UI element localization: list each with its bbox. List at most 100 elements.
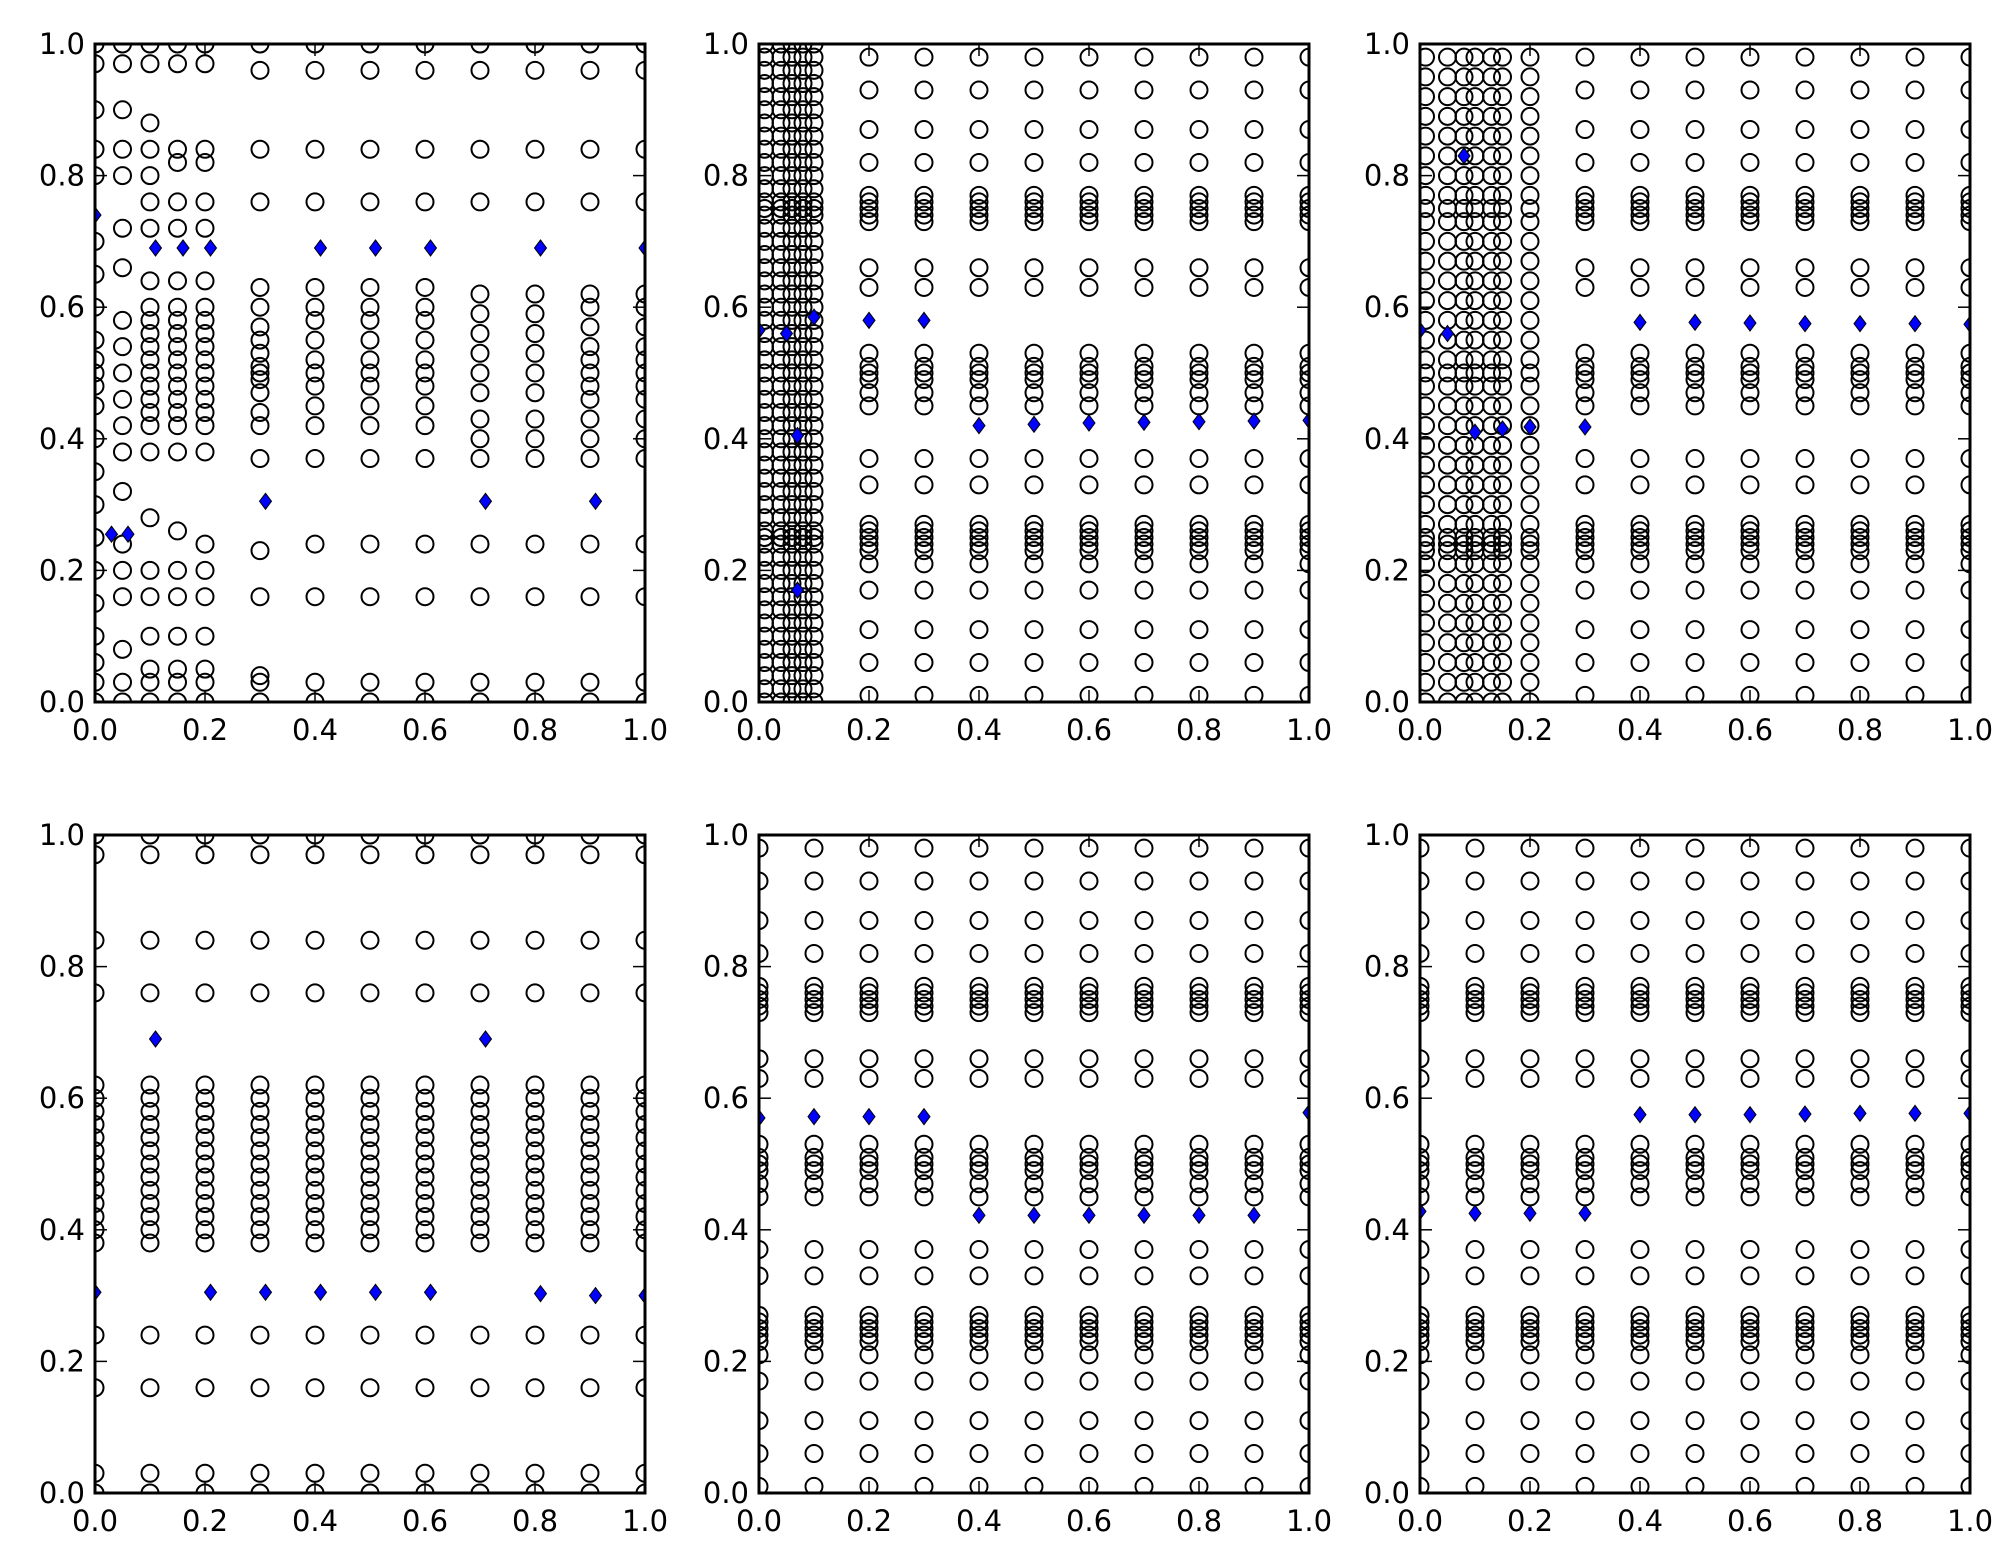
data-point	[859, 943, 879, 963]
data-point	[1189, 528, 1209, 547]
data-point	[782, 389, 802, 409]
y-tick-label: 0.8	[703, 159, 749, 193]
data-point	[1575, 80, 1595, 100]
data-point	[771, 442, 791, 462]
data-point	[95, 54, 105, 74]
data-point	[250, 1378, 270, 1398]
data-point	[140, 1180, 160, 1200]
data-point	[1905, 258, 1925, 278]
data-point	[1482, 330, 1501, 350]
highlight-point	[203, 1283, 218, 1302]
data-point	[1024, 990, 1044, 1009]
data-point	[250, 1193, 270, 1213]
data-point	[804, 1147, 824, 1167]
data-point	[1299, 343, 1309, 363]
data-point	[914, 871, 934, 891]
data-point	[1520, 1161, 1540, 1181]
data-point	[195, 1088, 215, 1108]
data-point	[1189, 534, 1209, 554]
data-point	[859, 1312, 879, 1332]
data-point	[771, 152, 791, 172]
data-point	[580, 284, 600, 304]
data-point	[914, 192, 934, 212]
data-point	[113, 310, 132, 330]
data-point	[1630, 514, 1650, 534]
data-point	[360, 1180, 380, 1200]
data-point	[1905, 1049, 1925, 1069]
data-point	[793, 297, 813, 317]
data-point	[168, 376, 187, 396]
data-point	[95, 1207, 105, 1227]
data-point	[859, 521, 879, 541]
data-point	[1630, 1003, 1650, 1023]
data-point	[305, 1075, 325, 1095]
data-point	[859, 475, 879, 495]
data-point	[1960, 1134, 1970, 1154]
data-point	[859, 983, 879, 1003]
data-point	[1134, 152, 1154, 172]
data-point	[1960, 976, 1970, 996]
data-point	[1024, 685, 1044, 702]
data-point	[1465, 1325, 1485, 1345]
data-point	[914, 1147, 934, 1167]
data-point	[1420, 871, 1430, 891]
data-point	[250, 370, 270, 390]
data-point	[415, 587, 435, 607]
data-point	[1575, 475, 1595, 495]
y-tick-label: 0.8	[703, 950, 749, 984]
data-point	[804, 363, 824, 383]
highlight-point	[1440, 324, 1455, 343]
data-point	[969, 1312, 989, 1332]
data-point	[1520, 185, 1540, 205]
data-point	[1493, 146, 1512, 166]
highlight-point	[423, 1283, 438, 1302]
data-point	[1134, 1444, 1154, 1464]
data-point	[804, 47, 824, 67]
data-point	[305, 930, 325, 950]
data-point	[1685, 653, 1705, 673]
highlight-point	[423, 239, 438, 257]
data-point	[1079, 383, 1099, 403]
data-point	[969, 205, 989, 225]
data-point	[1454, 376, 1474, 396]
y-tick-label: 0.0	[703, 1476, 749, 1510]
data-point	[1420, 1068, 1430, 1088]
y-tick-label: 0.6	[1364, 290, 1410, 324]
data-point	[1079, 1240, 1099, 1260]
data-point	[1960, 580, 1970, 600]
data-point	[1850, 1332, 1870, 1352]
data-point	[95, 1180, 105, 1200]
highlight-point	[1027, 415, 1041, 434]
data-point	[1575, 1134, 1595, 1154]
data-point	[969, 370, 989, 390]
data-point	[782, 192, 802, 212]
data-point	[1420, 146, 1435, 166]
data-point	[1685, 1332, 1705, 1352]
data-point	[1024, 258, 1044, 278]
data-point	[1795, 541, 1815, 561]
data-point	[1299, 1134, 1309, 1154]
data-point	[1575, 528, 1595, 547]
data-point	[1024, 205, 1044, 225]
data-point	[914, 943, 934, 963]
data-point	[782, 73, 802, 93]
data-point	[470, 845, 490, 865]
data-point	[1420, 672, 1435, 692]
data-point	[1520, 990, 1540, 1009]
data-point	[1134, 1154, 1154, 1174]
data-point	[168, 44, 187, 54]
data-point	[1134, 514, 1154, 534]
data-point	[804, 692, 824, 702]
data-point	[1795, 185, 1815, 205]
data-point	[1134, 185, 1154, 205]
highlight-point	[148, 239, 163, 257]
data-point	[1850, 1134, 1870, 1154]
highlight-point	[478, 1030, 493, 1048]
data-point	[635, 930, 645, 950]
data-point	[793, 402, 813, 422]
data-point	[1905, 871, 1925, 891]
data-point	[195, 337, 215, 357]
data-point	[1024, 983, 1044, 1003]
data-point	[804, 666, 824, 686]
data-point	[1630, 1049, 1650, 1069]
